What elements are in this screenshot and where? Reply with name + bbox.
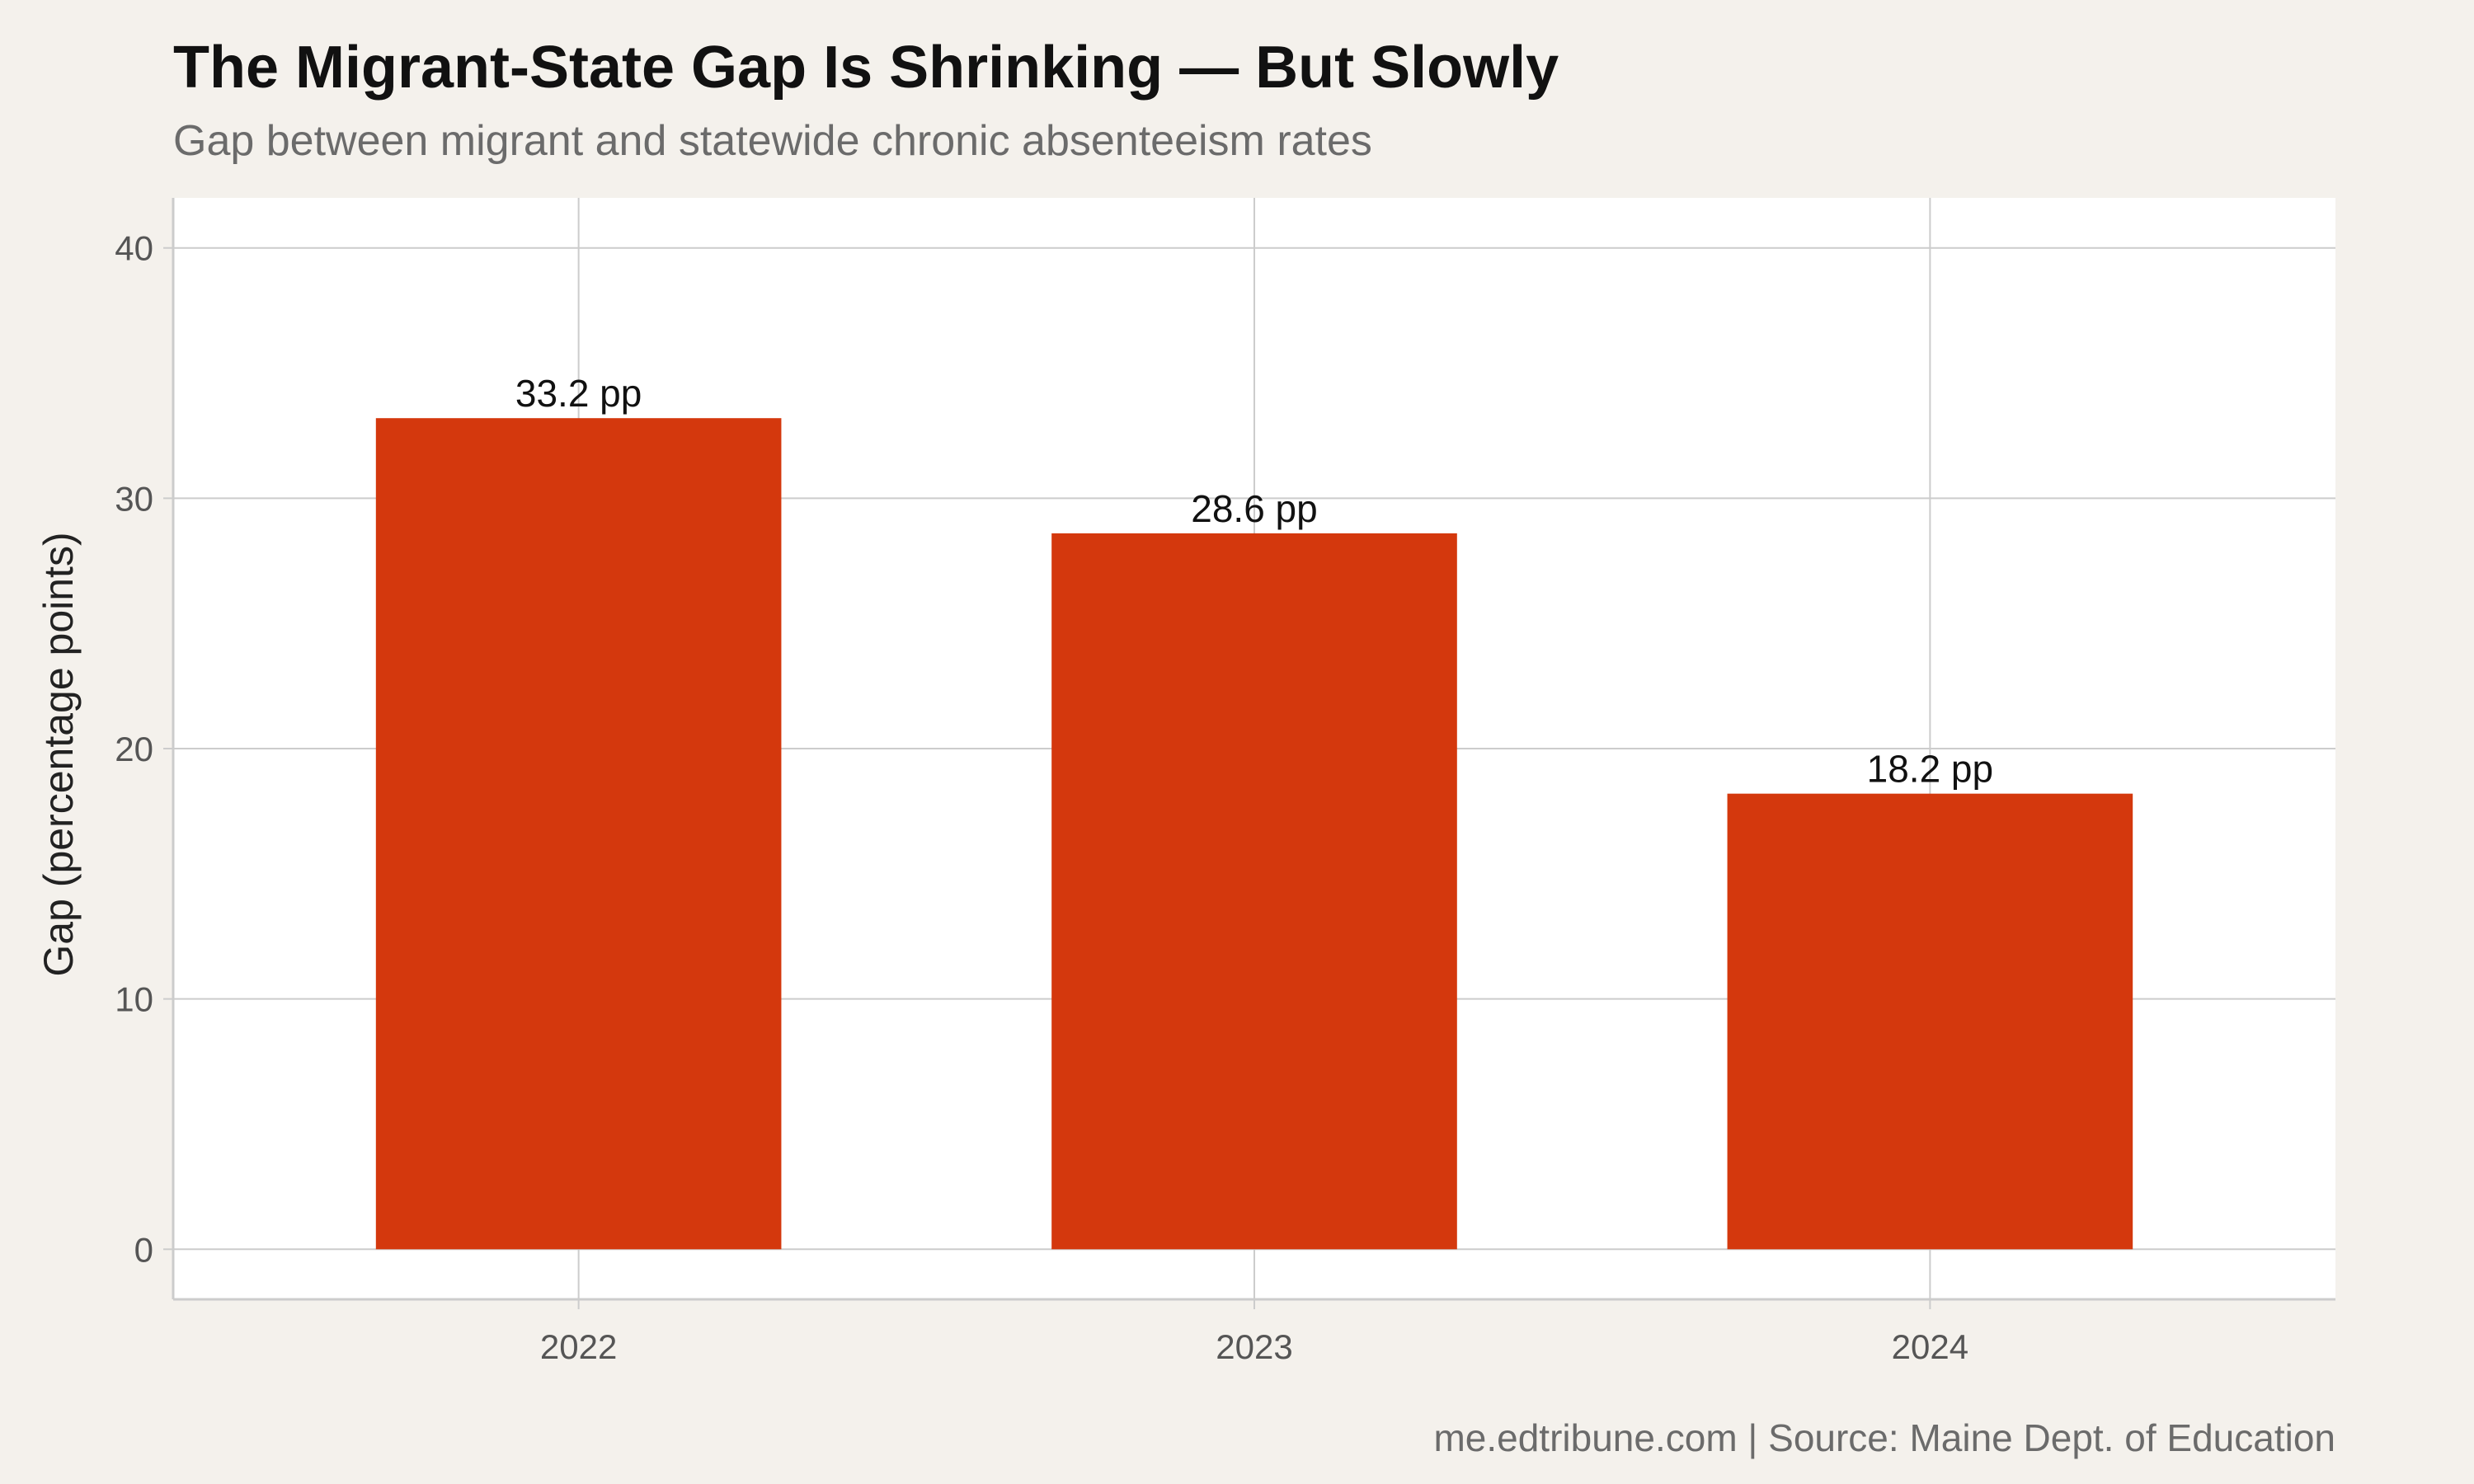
chart-title: The Migrant-State Gap Is Shrinking — But…: [173, 35, 1559, 101]
chart-subtitle: Gap between migrant and statewide chroni…: [173, 117, 1372, 165]
data-label-2022: 33.2 pp: [515, 372, 642, 415]
bar-2023: [1051, 533, 1457, 1250]
y-tick-label: 20: [115, 730, 153, 768]
bar-2022: [375, 418, 782, 1250]
y-axis-title: Gap (percentage points): [35, 532, 82, 976]
y-tick-label: 30: [115, 479, 153, 518]
x-axis: 2022 2023 2024: [173, 1298, 2335, 1366]
y-tick-label: 40: [115, 229, 153, 268]
y-tick-label: 0: [134, 1230, 153, 1269]
x-tick-label-2022: 2022: [540, 1327, 617, 1366]
bar-2024: [1727, 793, 2133, 1250]
bars: [375, 418, 2133, 1250]
data-label-2024: 18.2 pp: [1867, 748, 1993, 791]
x-tick-label-2023: 2023: [1216, 1327, 1292, 1366]
data-label-2023: 28.6 pp: [1191, 487, 1317, 530]
y-tick-label: 10: [115, 980, 153, 1019]
x-tick-label-2024: 2024: [1892, 1327, 1968, 1366]
data-labels: 33.2 pp 28.6 pp 18.2 pp: [515, 372, 1993, 790]
chart-caption: me.edtribune.com | Source: Maine Dept. o…: [1433, 1416, 2335, 1459]
y-axis: 0 10 20 30 40: [115, 198, 175, 1299]
